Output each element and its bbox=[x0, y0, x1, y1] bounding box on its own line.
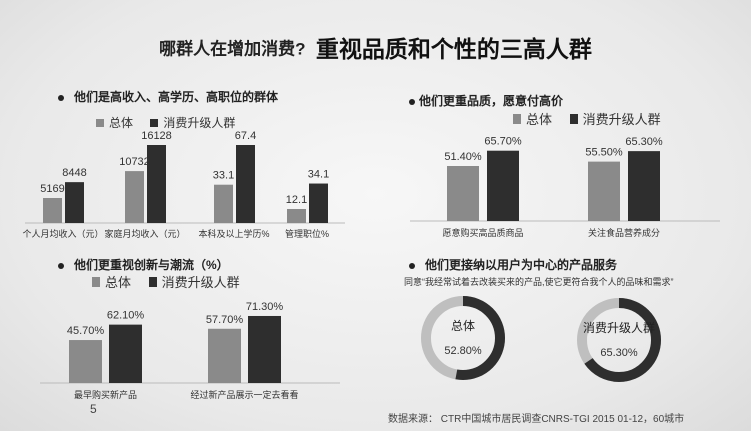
bar-upgrade bbox=[236, 145, 255, 223]
ring-arc bbox=[421, 296, 505, 380]
legend-innovation: 总体 消费升级人群 bbox=[92, 272, 254, 291]
ring-chart-subtitle: 同意“我经常试着去改装买来的产品,使它更符合我个人的品味和需求” bbox=[404, 277, 674, 287]
value-label-total: 57.70% bbox=[206, 314, 244, 326]
value-label-total: 5169 bbox=[40, 183, 64, 195]
value-label-total: 55.50% bbox=[585, 147, 623, 159]
category-label: 家庭月均收入（元） bbox=[104, 228, 185, 239]
bar-upgrade bbox=[147, 145, 166, 223]
ring-name: 总体 bbox=[451, 319, 475, 333]
value-label-total: 10732 bbox=[119, 156, 150, 168]
bullet-icon bbox=[409, 262, 415, 269]
value-label-total: 33.1 bbox=[213, 170, 234, 182]
bullet-icon bbox=[58, 262, 64, 269]
legend-upgrade-label: 消费升级人群 bbox=[163, 116, 236, 130]
value-label-upgrade: 8448 bbox=[62, 167, 86, 179]
page-number: 5 bbox=[90, 402, 97, 416]
bar-total bbox=[214, 184, 233, 223]
section-usercentric-heading: 他们更接纳以用户为中心的产品服务 bbox=[409, 256, 617, 273]
bar-total bbox=[69, 340, 102, 383]
value-label-upgrade: 65.30% bbox=[625, 136, 663, 148]
section-income-heading: 他们是高收入、高学历、高职位的群体 bbox=[58, 88, 278, 105]
value-label-upgrade: 67.4 bbox=[235, 130, 256, 142]
bar-total bbox=[125, 171, 144, 223]
bar-total bbox=[588, 161, 620, 221]
ring-value: 65.30% bbox=[600, 347, 638, 359]
legend-total-swatch bbox=[92, 276, 100, 287]
bar-upgrade bbox=[628, 151, 660, 221]
value-label-total: 12.1 bbox=[286, 194, 307, 206]
bar-total bbox=[287, 208, 306, 223]
section-innovation-heading: 他们更重视创新与潮流（%） bbox=[58, 256, 229, 273]
title-main: 重视品质和个性的三高人群 bbox=[315, 36, 592, 62]
value-label-total: 45.70% bbox=[67, 325, 105, 337]
category-label: 经过新产品展示一定去看看 bbox=[190, 389, 298, 400]
value-label-upgrade: 34.1 bbox=[308, 169, 329, 181]
legend-total-label: 总体 bbox=[105, 275, 132, 290]
ring-name: 消费升级人群 bbox=[583, 321, 655, 335]
legend-upgrade-swatch bbox=[569, 113, 578, 124]
title-prefix: 哪群人在增加消费? bbox=[159, 39, 306, 59]
value-label-upgrade: 16128 bbox=[141, 130, 172, 142]
legend-upgrade-label: 消费升级人群 bbox=[161, 275, 240, 290]
bar-upgrade bbox=[109, 324, 142, 383]
legend-total-swatch bbox=[513, 113, 521, 124]
ring-arc bbox=[577, 298, 661, 382]
category-label: 本科及以上学历% bbox=[198, 228, 269, 239]
category-label: 管理职位% bbox=[285, 228, 329, 239]
legend-upgrade-swatch bbox=[148, 276, 157, 287]
category-label: 个人月均收入（元） bbox=[22, 228, 103, 239]
section-quality-heading: 他们更重品质，愿意付高价 bbox=[409, 92, 563, 109]
bullet-icon bbox=[409, 98, 415, 105]
value-label-upgrade: 71.30% bbox=[246, 301, 284, 313]
ring-value: 52.80% bbox=[444, 345, 482, 357]
bar-total bbox=[208, 328, 241, 383]
category-label: 最早购买新产品 bbox=[74, 389, 137, 400]
value-label-upgrade: 62.10% bbox=[107, 310, 145, 322]
legend-income: 总体 消费升级人群 bbox=[96, 114, 249, 131]
legend-total-label: 总体 bbox=[109, 116, 134, 130]
legend-quality: 总体 消费升级人群 bbox=[513, 109, 675, 128]
data-source: 数据来源： CTR中国城市居民调查CNRS-TGI 2015 01-12，60城… bbox=[388, 414, 685, 425]
legend-total-swatch bbox=[96, 118, 104, 127]
legend-upgrade-label: 消费升级人群 bbox=[582, 112, 661, 127]
bar-upgrade bbox=[487, 150, 519, 221]
bar-upgrade bbox=[248, 315, 281, 383]
bar-upgrade bbox=[309, 183, 328, 223]
bullet-icon bbox=[58, 94, 64, 101]
page-title: 哪群人在增加消费? 重视品质和个性的三高人群 bbox=[0, 30, 751, 64]
category-label: 关注食品营养成分 bbox=[588, 227, 660, 238]
bar-upgrade bbox=[65, 182, 84, 223]
value-label-total: 51.40% bbox=[444, 151, 482, 163]
bar-total bbox=[447, 166, 479, 221]
value-label-upgrade: 65.70% bbox=[484, 136, 522, 148]
category-label: 愿意购买高品质商品 bbox=[442, 227, 523, 238]
bar-total bbox=[43, 198, 62, 223]
legend-upgrade-swatch bbox=[150, 118, 159, 127]
legend-total-label: 总体 bbox=[526, 112, 553, 127]
